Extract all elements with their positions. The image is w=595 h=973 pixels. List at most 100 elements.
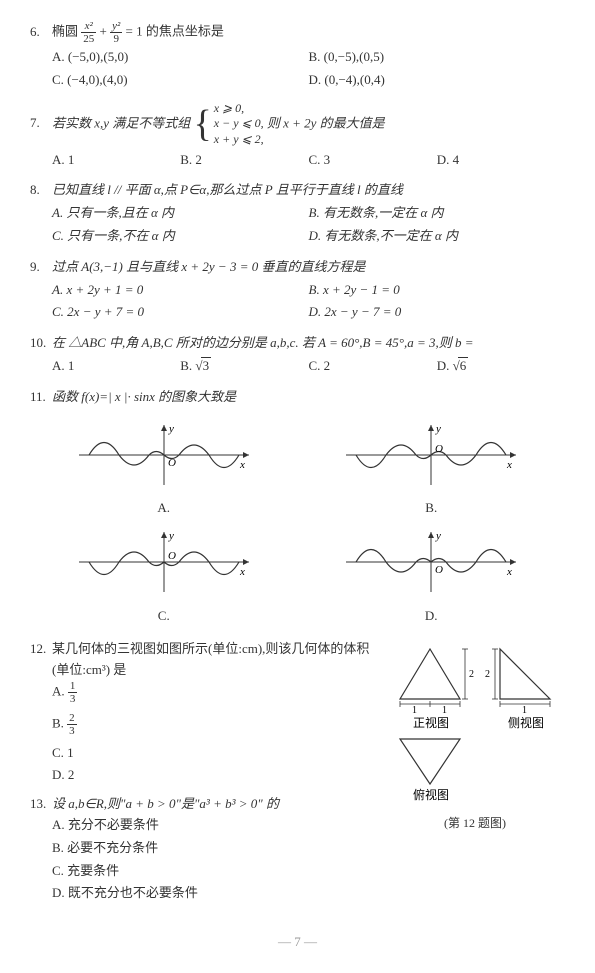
q7-opt-c: C. 3 [309, 150, 437, 171]
question-8: 8. 已知直线 l // 平面 α,点 P∈α,那么过点 P 且平行于直线 l … [30, 180, 565, 248]
q11-graph-a: O x y A. [74, 420, 254, 520]
question-10: 10. 在 △ABC 中,角 A,B,C 所对的边分别是 a,b,c. 若 A … [30, 333, 565, 379]
q8-opt-a: A. 只有一条,且在 α 内 [52, 203, 309, 224]
frac-num: y² [110, 20, 122, 33]
dim-1: 1 [522, 705, 527, 716]
q11-graphs: O x y A. O x y B. [30, 416, 565, 631]
graph-b-svg: O x y [341, 420, 521, 490]
q7-post: 则 x + 2y 的最大值是 [267, 115, 385, 130]
y-label: y [435, 530, 441, 542]
q12-figure: 2 1 1 正视图 2 1 侧视图 俯视图 (第 12 题图) [385, 639, 565, 913]
q13-opt-d: D. 既不充分也不必要条件 [52, 883, 385, 904]
arrow-icon [510, 452, 516, 458]
label-d: D. [341, 606, 521, 627]
graph-c-svg: O x y [74, 527, 254, 597]
q8-num: 8. [30, 180, 52, 201]
y-label: y [168, 530, 174, 542]
q8-opt-d: D. 有无数条,不一定在 α 内 [309, 226, 566, 247]
q10-opt-c: C. 2 [309, 356, 437, 377]
x-label: x [239, 459, 245, 471]
y-label: y [435, 423, 441, 435]
q12-b-pre: B. [52, 715, 67, 730]
q7-opt-a: A. 1 [52, 150, 180, 171]
q7-pre: 若实数 x,y 满足不等式组 [52, 115, 194, 130]
sqrt-icon [195, 358, 200, 373]
arrow-icon [161, 532, 167, 538]
question-6: 6. 椭圆 x²25 + y²9 = 1 的焦点坐标是 A. (−5,0),(5… [30, 20, 565, 93]
question-11: 11. 函数 f(x)=| x |· sinx 的图象大致是 O x y A. [30, 387, 565, 631]
figure-caption: (第 12 题图) [385, 814, 565, 833]
q6-body: 椭圆 x²25 + y²9 = 1 的焦点坐标是 [52, 20, 565, 45]
q10-opt-d: D. 6 [437, 356, 565, 377]
dim-2: 2 [469, 669, 474, 680]
sqrt-icon [453, 358, 458, 373]
question-7: 7. 若实数 x,y 满足不等式组 { x ⩾ 0, x − y ⩽ 0, x … [30, 101, 565, 173]
q12-13-left: 12. 某几何体的三视图如图所示(单位:cm),则该几何体的体积(单位:cm³)… [30, 639, 385, 913]
q11-graph-d: O x y D. [341, 527, 521, 627]
q7-l2: x − y ⩽ 0, [214, 116, 264, 132]
question-12: 12. 某几何体的三视图如图所示(单位:cm),则该几何体的体积(单位:cm³)… [30, 639, 385, 787]
q6-frac1: x²25 [81, 20, 96, 45]
q10-b-val: 3 [201, 357, 212, 373]
q11-graph-b: O x y B. [341, 420, 521, 520]
arrow-icon [428, 425, 434, 431]
q6-post: = 1 的焦点坐标是 [126, 24, 224, 39]
q12-a-pre: A. [52, 684, 68, 699]
q7-body: 若实数 x,y 满足不等式组 { x ⩾ 0, x − y ⩽ 0, x + y… [52, 101, 565, 148]
origin-label: O [168, 550, 176, 562]
q12-opt-c: C. 1 [52, 743, 385, 764]
side-label: 侧视图 [508, 715, 544, 730]
q6-opt-c: C. (−4,0),(4,0) [52, 70, 309, 91]
q8-opt-c: C. 只有一条,不在 α 内 [52, 226, 309, 247]
q6-opt-d: D. (0,−4),(0,4) [309, 70, 566, 91]
q7-l1: x ⩾ 0, [214, 101, 264, 117]
q11-graph-c: O x y C. [74, 527, 254, 627]
page-num-val: 7 [294, 934, 301, 949]
q10-d-val: 6 [458, 357, 469, 373]
q10-b-pre: B. [180, 358, 195, 373]
q10-options: A. 1 B. 3 C. 2 D. 6 [52, 356, 565, 379]
y-label: y [168, 423, 174, 435]
origin-label: O [168, 457, 176, 469]
arrow-icon [243, 452, 249, 458]
q11-num: 11. [30, 387, 52, 408]
q7-options: A. 1 B. 2 C. 3 D. 4 [52, 150, 565, 173]
dim-2: 2 [485, 669, 490, 680]
q13-opt-a: A. 充分不必要条件 [52, 815, 385, 836]
q6-pre: 椭圆 [52, 24, 81, 39]
q9-options: A. x + 2y + 1 = 0 B. x + 2y − 1 = 0 C. 2… [52, 280, 565, 326]
q9-opt-a: A. x + 2y + 1 = 0 [52, 280, 309, 301]
brace-icon: { [194, 105, 212, 143]
label-b: B. [341, 498, 521, 519]
q6-num: 6. [30, 22, 52, 43]
frac-num: 1 [68, 680, 78, 693]
q8-body: 已知直线 l // 平面 α,点 P∈α,那么过点 P 且平行于直线 l 的直线 [52, 180, 565, 201]
q9-opt-b: B. x + 2y − 1 = 0 [309, 280, 566, 301]
question-13: 13. 设 a,b∈R,则"a + b > 0"是"a³ + b³ > 0" 的… [30, 794, 385, 904]
origin-label: O [435, 564, 443, 576]
frac-num: x² [81, 20, 96, 33]
q10-d-pre: D. [437, 358, 453, 373]
q13-opt-b: B. 必要不充分条件 [52, 838, 385, 859]
side-triangle [500, 649, 550, 699]
q10-num: 10. [30, 333, 52, 354]
arrow-icon [161, 425, 167, 431]
arrow-icon [428, 532, 434, 538]
q6-frac2: y²9 [110, 20, 122, 45]
q12-num: 12. [30, 639, 52, 660]
q13-num: 13. [30, 794, 52, 815]
x-label: x [239, 566, 245, 578]
q12-body: 某几何体的三视图如图所示(单位:cm),则该几何体的体积(单位:cm³) 是 [52, 639, 385, 681]
x-label: x [506, 566, 512, 578]
q12-opt-a: A. 13 [52, 680, 385, 705]
q10-body: 在 △ABC 中,角 A,B,C 所对的边分别是 a,b,c. 若 A = 60… [52, 333, 565, 354]
frac-den: 3 [68, 693, 78, 705]
q12-opt-d: D. 2 [52, 765, 385, 786]
q7-l3: x + y ⩽ 2, [214, 132, 264, 148]
graph-d-svg: O x y [341, 527, 521, 597]
q6-opt-a: A. (−5,0),(5,0) [52, 47, 309, 68]
question-9: 9. 过点 A(3,−1) 且与直线 x + 2y − 3 = 0 垂直的直线方… [30, 257, 565, 325]
q7-opt-d: D. 4 [437, 150, 565, 171]
three-view-svg: 2 1 1 正视图 2 1 侧视图 俯视图 [385, 639, 565, 804]
q7-num: 7. [30, 113, 52, 134]
